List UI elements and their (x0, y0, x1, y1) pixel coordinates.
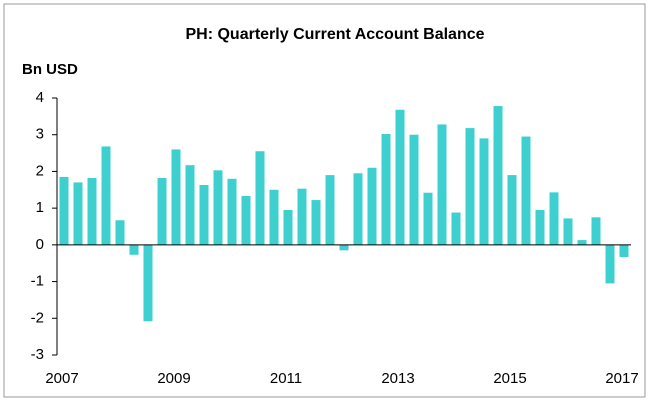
y-tick-label: 1 (36, 199, 44, 216)
bar (171, 149, 181, 245)
bar (479, 138, 489, 245)
bar (549, 192, 559, 245)
bar (129, 244, 139, 255)
x-tick-label: 2009 (157, 370, 190, 387)
bar (101, 146, 111, 245)
bar (143, 244, 153, 322)
bar (157, 178, 167, 245)
y-tick-label: -1 (31, 273, 44, 290)
y-axis-label: Bn USD (22, 61, 78, 78)
x-tick-label: 2013 (381, 370, 414, 387)
bar (507, 175, 517, 245)
bar (339, 244, 349, 251)
bar (493, 106, 503, 245)
x-tick-label: 2015 (493, 370, 526, 387)
bar (563, 218, 573, 245)
bar (227, 178, 237, 245)
bar (605, 244, 615, 284)
bar (451, 212, 461, 245)
bar (269, 189, 279, 245)
bar (115, 220, 125, 245)
x-tick-label: 2011 (270, 370, 302, 387)
bar (185, 165, 195, 245)
y-tick-label: 3 (36, 126, 44, 143)
bar (465, 128, 475, 245)
bar (87, 178, 97, 245)
bar (59, 176, 69, 245)
y-tick-label: -3 (31, 346, 44, 363)
bar (367, 167, 377, 245)
y-tick-label: -2 (31, 309, 44, 326)
bar (395, 109, 405, 245)
bar (409, 134, 419, 245)
bar (297, 188, 307, 245)
y-tick-label: 2 (36, 162, 44, 179)
bar (199, 185, 209, 245)
bar (255, 151, 265, 245)
bar (381, 133, 391, 245)
y-tick-label: 0 (36, 236, 44, 253)
y-tick-label: 4 (36, 89, 44, 106)
bar (423, 192, 433, 245)
bar (619, 244, 629, 257)
bar (521, 136, 531, 245)
bar (241, 196, 251, 245)
chart-title: PH: Quarterly Current Account Balance (185, 26, 484, 43)
bar (213, 170, 223, 245)
bar (437, 124, 447, 245)
chart-frame (3, 3, 646, 398)
bar (591, 217, 601, 245)
bar (283, 209, 293, 245)
bar (325, 175, 335, 245)
bar (73, 182, 83, 245)
bar (353, 173, 363, 245)
bar (311, 200, 321, 245)
x-tick-label: 2017 (605, 370, 638, 387)
x-tick-label: 2007 (45, 370, 78, 387)
bar (535, 209, 545, 245)
bar (577, 240, 587, 245)
